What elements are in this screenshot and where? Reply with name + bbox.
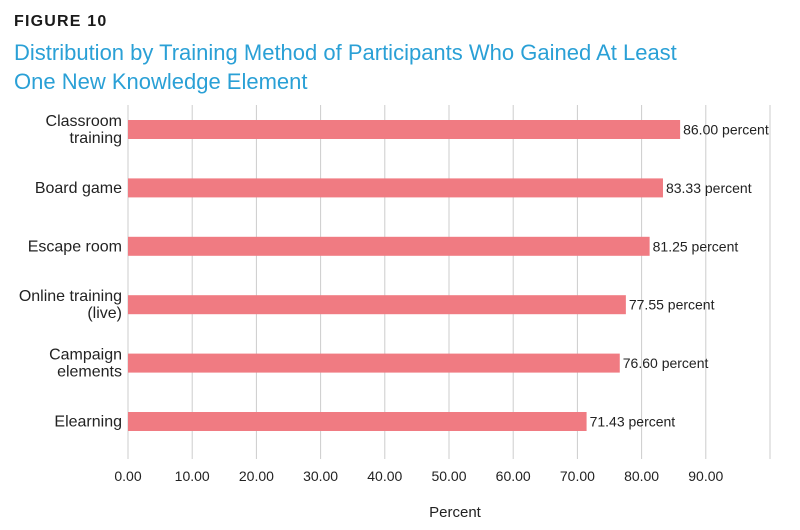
category-label: Board game [35, 180, 122, 197]
bar [128, 178, 663, 198]
category-label: Campaign [49, 347, 122, 364]
x-tick-label: 40.00 [367, 468, 402, 484]
x-tick-label: 70.00 [560, 468, 595, 484]
data-label: 76.60 percent [623, 355, 709, 371]
x-tick-label: 0.00 [114, 468, 141, 484]
data-label: 86.00 percent [683, 122, 769, 138]
category-label: (live) [87, 305, 122, 322]
x-axis-title: Percent [429, 504, 482, 521]
bar [128, 412, 587, 431]
category-label: elements [57, 364, 122, 381]
x-tick-label: 30.00 [303, 468, 338, 484]
x-tick-label: 60.00 [496, 468, 531, 484]
chart-title-line-1: Distribution by Training Method of Parti… [14, 40, 677, 65]
x-tick-label: 10.00 [175, 468, 210, 484]
chart-title-line-2: One New Knowledge Element [14, 69, 308, 94]
grid-lines [127, 105, 771, 459]
x-tick-label: 80.00 [624, 468, 659, 484]
x-tick-labels: 0.00 10.00 20.00 30.00 40.00 50.00 60.00 70.00 8… [114, 468, 723, 484]
bar [128, 236, 650, 256]
data-labels: 86.00 percent 83.33 percent 81.25 percent 7… [590, 122, 769, 430]
data-label: 77.55 percent [629, 297, 715, 313]
data-label: 71.43 percent [590, 414, 676, 430]
bar [128, 353, 620, 373]
category-label: Elearning [54, 414, 122, 431]
chart-title: Distribution by Training Method of Parti… [14, 38, 774, 96]
category-label: Escape room [28, 238, 122, 255]
x-tick-label: 20.00 [239, 468, 274, 484]
category-label: Online training [19, 288, 122, 305]
bars [128, 120, 681, 431]
data-label: 81.25 percent [653, 238, 739, 254]
data-label: 83.33 percent [666, 180, 752, 196]
bar [128, 295, 626, 315]
x-tick-label: 50.00 [431, 468, 466, 484]
category-label: training [70, 130, 122, 147]
figure-label: FIGURE 10 [14, 13, 108, 30]
category-label: Classroom [46, 113, 122, 130]
bar [128, 120, 681, 139]
x-tick-label: 90.00 [688, 468, 723, 484]
